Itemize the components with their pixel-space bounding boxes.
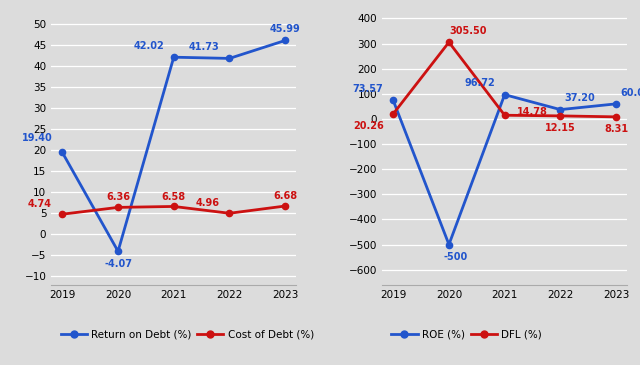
Text: 42.02: 42.02 (133, 41, 164, 51)
Text: 8.31: 8.31 (604, 124, 628, 134)
Text: 14.78: 14.78 (517, 107, 548, 117)
Text: -4.07: -4.07 (104, 258, 132, 269)
Text: 6.36: 6.36 (106, 192, 130, 203)
Text: 73.57: 73.57 (353, 84, 383, 94)
Legend: ROE (%), DFL (%): ROE (%), DFL (%) (387, 326, 546, 344)
Text: 6.68: 6.68 (273, 191, 297, 201)
Text: 4.96: 4.96 (195, 198, 220, 208)
Legend: Return on Debt (%), Cost of Debt (%): Return on Debt (%), Cost of Debt (%) (56, 326, 318, 344)
Text: -500: -500 (444, 252, 468, 262)
Text: 20.26: 20.26 (353, 121, 383, 131)
Text: 96.72: 96.72 (464, 78, 495, 88)
Text: 60.04: 60.04 (620, 88, 640, 97)
Text: 305.50: 305.50 (450, 26, 487, 36)
Text: 4.74: 4.74 (28, 199, 52, 209)
Text: 45.99: 45.99 (270, 24, 301, 34)
Text: 6.58: 6.58 (162, 192, 186, 201)
Text: 19.40: 19.40 (22, 133, 52, 143)
Text: 37.20: 37.20 (564, 93, 595, 103)
Text: 41.73: 41.73 (189, 42, 220, 52)
Text: 12.15: 12.15 (545, 123, 576, 133)
